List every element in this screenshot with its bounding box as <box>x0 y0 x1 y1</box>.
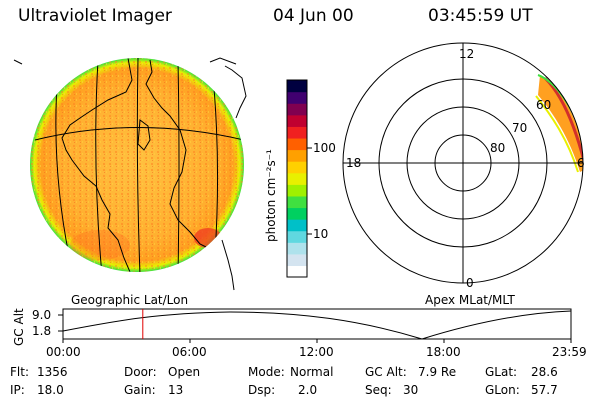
polar-label-lat-70: 70 <box>512 121 528 135</box>
colorbar-label-100: 100 <box>313 141 336 155</box>
door-label: Door: <box>124 365 157 379</box>
colorbar-swatch <box>287 230 307 243</box>
colorbar-swatch <box>287 242 307 255</box>
ip-value: 18.0 <box>37 383 64 397</box>
polar-label-mlt-0: 0 <box>466 276 474 290</box>
polar-label-lat-60: 60 <box>536 98 552 112</box>
glon-value: 57.7 <box>531 383 558 397</box>
ip-label: IP: <box>10 383 25 397</box>
gc-alt-xtick-label: 00:00 <box>46 345 81 359</box>
colorbar-swatch <box>287 195 307 209</box>
colorbar-swatch <box>287 91 307 104</box>
bright-spot <box>194 228 222 248</box>
glat-label: GLat: <box>485 365 518 379</box>
seq-label: Seq: <box>365 383 392 397</box>
door-value: Open <box>168 365 201 379</box>
gain-label: Gain: <box>124 383 156 397</box>
polar-label-mlt-6: 6 <box>577 156 585 170</box>
polar-label-mlt-12: 12 <box>459 47 475 61</box>
colorbar-swatch <box>287 219 307 232</box>
aurora-arc <box>538 75 583 172</box>
mode-value: Normal <box>290 365 334 379</box>
gc-alt-label: GC Alt: <box>365 365 407 379</box>
colorbar-swatch <box>287 149 307 162</box>
app-title: Ultraviolet Imager <box>18 6 172 26</box>
colorbar-swatch <box>287 207 307 220</box>
colorbar <box>287 80 307 278</box>
gc-alt-xtick-label: 18:00 <box>426 345 461 359</box>
gc-alt-xticks <box>62 339 572 343</box>
gc-alt-ytick-label-top: 9.0 <box>32 308 52 322</box>
flt-label: Flt: <box>10 365 29 379</box>
flt-value: 1356 <box>37 365 68 379</box>
gc-alt-xtick-label: 23:59 <box>552 345 587 359</box>
colorbar-label-10: 10 <box>313 227 329 241</box>
polar-plot-panel <box>342 42 584 284</box>
dsp-label: Dsp: <box>248 383 276 397</box>
colorbar-swatch <box>287 253 307 267</box>
geo-panel-label: Geographic Lat/Lon <box>71 293 189 307</box>
time-label: 03:45:59 UT <box>428 6 533 26</box>
colorbar-unit-label: photon cm⁻²s⁻¹ <box>264 149 278 242</box>
gc-alt-curve <box>62 310 572 340</box>
mode-label: Mode: <box>248 365 285 379</box>
gc-alt-plot <box>58 308 572 343</box>
gc-alt-frame <box>62 308 572 340</box>
dsp-value: 2.0 <box>298 383 318 397</box>
geo-image-panel <box>13 57 247 291</box>
gc-alt-xtick-label: 06:00 <box>172 345 207 359</box>
colorbar-swatch <box>287 103 307 116</box>
date-label: 04 Jun 00 <box>273 6 354 26</box>
colorbar-swatch <box>287 265 307 278</box>
polar-label-lat-80: 80 <box>490 141 506 155</box>
polar-label-mlt-18: 18 <box>346 156 362 170</box>
colorbar-frame <box>286 79 308 278</box>
gc-alt-ytick-label-bottom: 1.8 <box>32 324 52 338</box>
colorbar-swatch <box>287 184 307 197</box>
gc-alt-xtick-label: 12:00 <box>299 345 334 359</box>
glon-label: GLon: <box>485 383 520 397</box>
colorbar-swatch <box>287 114 307 127</box>
gain-value: 13 <box>168 383 184 397</box>
polar-panel-label: Apex MLat/MLT <box>425 293 515 307</box>
gc-alt-ylabel: GC Alt <box>12 308 26 346</box>
polar-grid <box>342 42 584 284</box>
seq-value: 30 <box>403 383 419 397</box>
colorbar-swatch <box>287 126 307 139</box>
gc-alt-value: 7.9 Re <box>418 365 457 379</box>
colorbar-swatch <box>287 137 307 151</box>
coastline-outer <box>13 57 247 291</box>
colorbar-swatch <box>287 161 307 174</box>
colorbar-swatch <box>287 172 307 185</box>
glat-value: 28.6 <box>531 365 558 379</box>
colorbar-swatch <box>287 80 307 93</box>
